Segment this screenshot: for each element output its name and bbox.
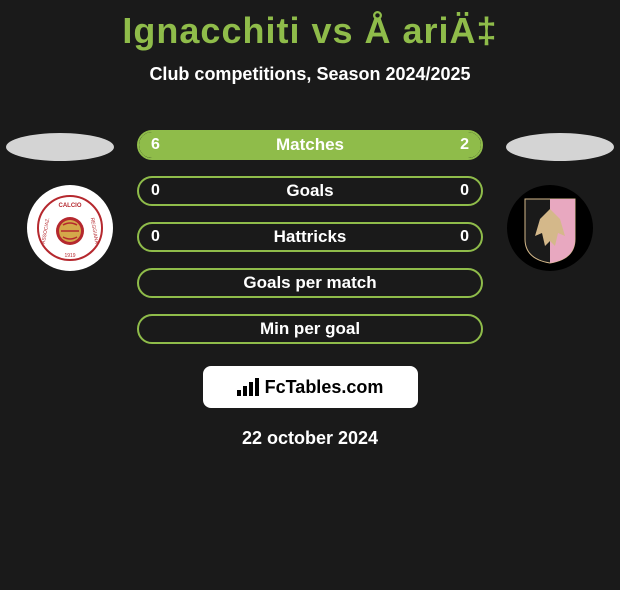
comparison-title: Ignacchiti vs Å ariÄ‡ xyxy=(0,10,620,52)
player-left-ellipse xyxy=(6,133,114,161)
stat-row-matches: 6 Matches 2 xyxy=(137,130,483,160)
comparison-subtitle: Club competitions, Season 2024/2025 xyxy=(0,64,620,85)
player-left-badge: CALCIO ASSOCIAZ. REGGIANA 1919 xyxy=(27,185,113,271)
main-comparison-area: CALCIO ASSOCIAZ. REGGIANA 1919 6 Matches… xyxy=(0,115,620,360)
stat-label: Matches xyxy=(139,135,481,155)
svg-text:REGGIANA: REGGIANA xyxy=(89,217,100,245)
reggiana-crest-icon: CALCIO ASSOCIAZ. REGGIANA 1919 xyxy=(35,193,105,263)
stat-value-right: 2 xyxy=(460,136,469,154)
svg-text:1919: 1919 xyxy=(64,253,75,259)
stat-value-right: 0 xyxy=(460,228,469,246)
chart-icon xyxy=(237,378,259,396)
svg-text:CALCIO: CALCIO xyxy=(59,203,82,209)
stat-label: Hattricks xyxy=(139,227,481,247)
player-right-badge xyxy=(507,185,593,271)
stat-row-goals-per-match: Goals per match xyxy=(137,268,483,298)
svg-text:ASSOCIAZ.: ASSOCIAZ. xyxy=(41,217,52,244)
brand-text: FcTables.com xyxy=(265,377,384,398)
stats-container: 6 Matches 2 0 Goals 0 0 Hattricks 0 Goal… xyxy=(137,130,483,360)
brand-logo: FcTables.com xyxy=(203,366,418,408)
stat-row-goals: 0 Goals 0 xyxy=(137,176,483,206)
comparison-date: 22 october 2024 xyxy=(0,428,620,449)
stat-row-min-per-goal: Min per goal xyxy=(137,314,483,344)
palermo-crest-icon xyxy=(520,191,580,265)
stat-label: Goals xyxy=(139,181,481,201)
stat-label: Goals per match xyxy=(139,273,481,293)
stat-label: Min per goal xyxy=(139,319,481,339)
stat-row-hattricks: 0 Hattricks 0 xyxy=(137,222,483,252)
stat-value-right: 0 xyxy=(460,182,469,200)
player-right-ellipse xyxy=(506,133,614,161)
